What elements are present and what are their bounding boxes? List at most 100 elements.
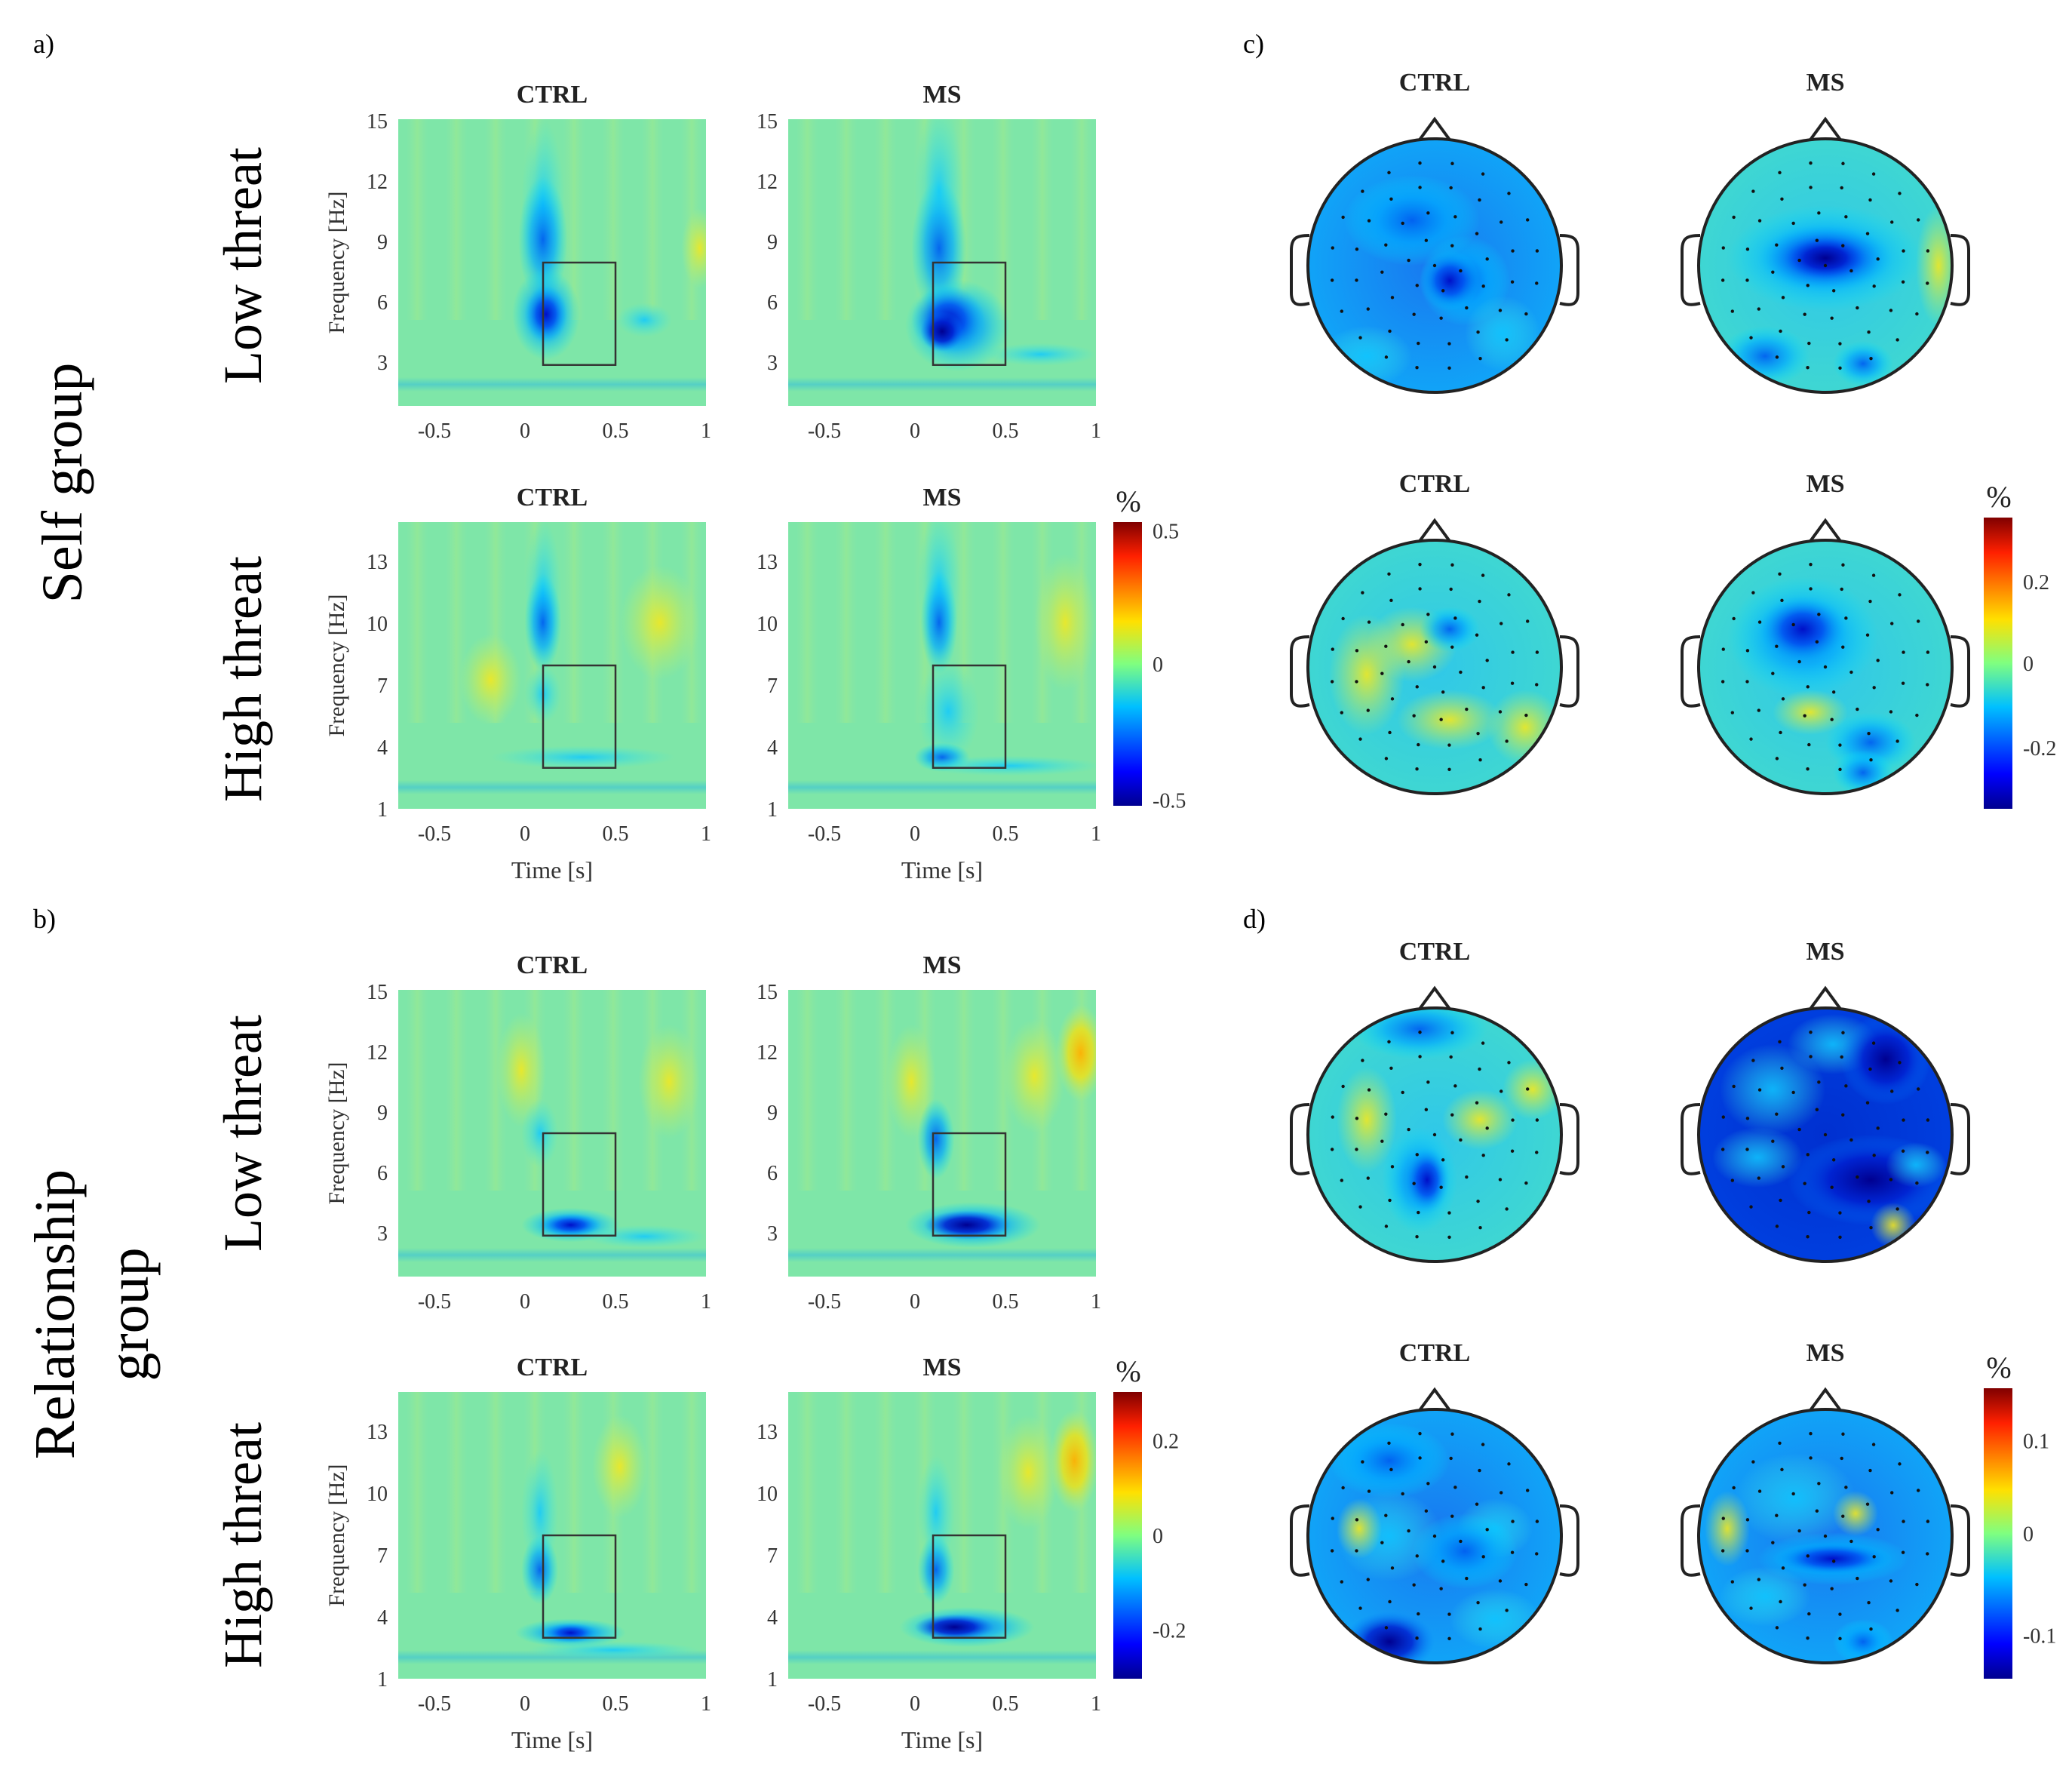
head-left-ear (1681, 1504, 1701, 1577)
electrode-dot (1721, 1516, 1725, 1520)
electrode-dot (1511, 1520, 1515, 1523)
electrode-dot (1505, 1609, 1509, 1612)
tf-band (398, 780, 706, 794)
electrode-dot (1781, 296, 1785, 300)
topo-activity-blob (1840, 1014, 1931, 1105)
electrode-dot (1524, 1181, 1528, 1185)
x-tick-label: -0.5 (418, 419, 451, 443)
electrode-dot (1507, 1462, 1511, 1466)
y-tick-label: 7 (377, 675, 388, 698)
tf-panel-2-0: CTRL -0.5 0 0.5 1 15 12 9 6 3 Frequency [Hz] (324, 951, 711, 1314)
electrode-dot (1838, 366, 1842, 370)
tf-streak (406, 119, 428, 320)
topo-map-2 (1290, 518, 1579, 795)
electrode-dot (1757, 708, 1760, 712)
tf-activity-blob (582, 1225, 706, 1248)
electrode-dot (1779, 329, 1782, 333)
electrode-dot (1721, 1549, 1725, 1553)
electrode-dot (1771, 671, 1775, 675)
colorbar-2: % 0.2 0 -0.2 (1984, 480, 2056, 809)
electrode-dot (1849, 1539, 1853, 1544)
topo-title-7: MS (1806, 1339, 1845, 1367)
electrode-dot (1459, 1539, 1463, 1544)
electrode-dot (1806, 284, 1810, 287)
electrode-dot (1453, 1486, 1457, 1489)
x-tick-label: 0.5 (993, 1692, 1019, 1716)
electrode-dot (1426, 1482, 1430, 1486)
electrode-dot (1505, 739, 1509, 743)
x-tick-label: 1 (1091, 1692, 1101, 1716)
electrode-dot (1505, 1207, 1509, 1211)
electrode-dot (1830, 718, 1834, 721)
tf-streak (641, 119, 664, 320)
x-tick-label: 1 (701, 1692, 711, 1716)
electrode-dot (1449, 1055, 1453, 1059)
x-tick-label: 1 (701, 1290, 711, 1314)
electrode-dot (1407, 659, 1410, 664)
electrode-dot (1415, 1554, 1419, 1558)
head-left-ear (1290, 234, 1310, 306)
y-tick-label: 6 (767, 1162, 778, 1185)
electrode-dot (1426, 211, 1430, 215)
electrode-dot (1775, 1112, 1779, 1116)
head-nose (1417, 518, 1453, 545)
electrode-dot (1384, 757, 1389, 761)
electrode-dot (1915, 312, 1919, 316)
tf-title-2-1: MS (923, 951, 962, 979)
electrode-dot (1871, 573, 1876, 577)
topo-title-2: CTRL (1399, 470, 1470, 498)
electrode-dot (1757, 307, 1760, 311)
electrode-dot (1330, 1148, 1334, 1151)
panel-label-a: a) (33, 29, 54, 59)
electrode-dot (1778, 1040, 1782, 1044)
electrode-dot (1384, 243, 1388, 247)
electrode-dot (1450, 1432, 1454, 1436)
electrode-dot (1791, 1492, 1795, 1496)
electrode-dot (1902, 1520, 1905, 1523)
tf-title-3-1: MS (923, 1354, 962, 1381)
y-tick-label: 4 (767, 1606, 778, 1630)
electrode-dot (1505, 338, 1509, 342)
electrode-dot (1510, 280, 1515, 284)
electrode-dot (1732, 215, 1736, 220)
electrode-dot (1481, 1041, 1485, 1045)
electrode-dot (1340, 711, 1344, 714)
colorbar-tick-label: -0.2 (1153, 1619, 1186, 1642)
electrode-dot (1407, 258, 1410, 263)
y-tick-label: 10 (757, 1483, 778, 1506)
topo-map-6 (1290, 1387, 1579, 1664)
electrode-dot (1898, 192, 1902, 195)
electrode-dot (1535, 650, 1539, 654)
electrode-dot (1823, 1534, 1828, 1538)
electrode-dot (1803, 312, 1806, 316)
electrode-dot (1331, 1115, 1334, 1119)
tf-activity-blob (542, 1622, 599, 1643)
electrode-dot (1876, 1126, 1880, 1130)
electrode-dot (1417, 341, 1420, 346)
electrode-dot (1730, 309, 1735, 313)
electrode-dot (1407, 1127, 1410, 1132)
electrode-dot (1481, 573, 1485, 577)
colorbar-unit: % (1986, 1351, 2011, 1384)
electrode-dot (1439, 1587, 1443, 1590)
electrode-dot (1869, 757, 1873, 762)
electrode-dot (1441, 690, 1445, 694)
electrode-dot (1367, 219, 1371, 223)
head-outline (1697, 1408, 1954, 1664)
y-tick-label: 3 (377, 1222, 388, 1246)
electrode-dot (1500, 1491, 1503, 1495)
tf-title-3-0: CTRL (517, 1354, 588, 1381)
y-tick-label: 4 (767, 736, 778, 760)
electrode-dot (1803, 1182, 1806, 1185)
electrode-dot (1915, 713, 1919, 718)
electrode-dot (1507, 593, 1511, 597)
electrode-dot (1465, 707, 1469, 711)
tf-activity-blob (490, 745, 676, 769)
electrode-dot (1721, 680, 1725, 684)
electrode-dot (1535, 1520, 1539, 1523)
topo-activity-blob (1720, 1566, 1810, 1627)
electrode-dot (1524, 312, 1528, 316)
electrode-dot (1390, 1165, 1395, 1169)
electrode-dot (1867, 1601, 1871, 1605)
